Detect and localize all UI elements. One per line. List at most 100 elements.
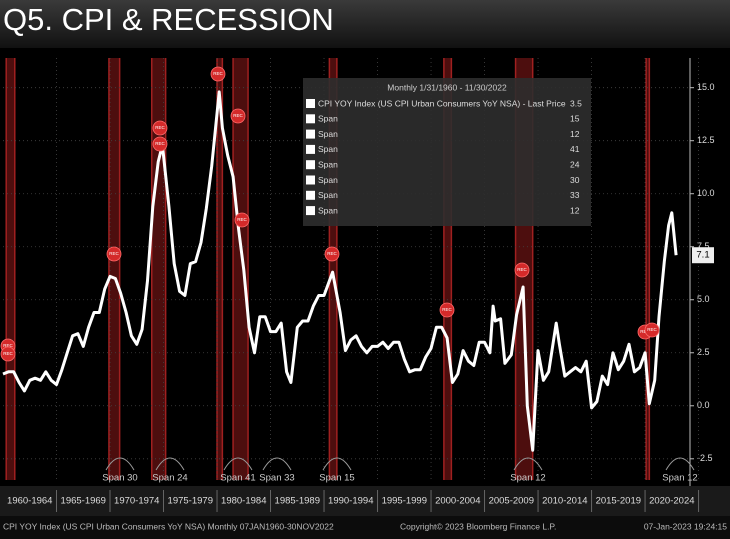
- rec-marker: REC: [439, 302, 455, 318]
- x-tick-label: 1990-1994: [328, 496, 373, 507]
- legend-swatch: [306, 99, 315, 108]
- footer-bar: [0, 516, 730, 539]
- recession-band: [646, 58, 650, 480]
- recession-band: [217, 58, 223, 480]
- x-tick-label: 1960-1964: [7, 496, 52, 507]
- title-bar: [0, 0, 730, 48]
- y-tick-label: 12.5: [697, 135, 715, 145]
- rec-marker-shape: [230, 108, 246, 124]
- rec-marker: REC: [644, 322, 660, 338]
- rec-marker-shape: [106, 246, 122, 262]
- rec-marker-label: REC: [647, 327, 657, 332]
- y-tick-label: 7.5: [697, 241, 710, 251]
- legend-name: Span: [318, 205, 338, 215]
- rec-marker-label: REC: [155, 141, 165, 146]
- y-tick-label: 5.0: [697, 294, 710, 304]
- span-label: Span 33: [259, 473, 294, 484]
- footer-right: 07-Jan-2023 19:24:15: [644, 521, 727, 531]
- span-arc: [322, 457, 352, 471]
- legend-name: CPI YOY Index (US CPI Urban Consumers Yo…: [318, 98, 566, 108]
- rec-marker: REC: [514, 262, 530, 278]
- legend-swatch: [306, 190, 315, 200]
- x-tick-label: 1965-1969: [61, 496, 106, 507]
- legend-swatch: [306, 144, 315, 154]
- last-value-label: 7.1: [696, 250, 709, 261]
- legend-swatch: [306, 114, 315, 124]
- span-label: Span 24: [152, 473, 187, 484]
- rec-marker: REC: [0, 346, 16, 362]
- legend-value: 24: [570, 159, 580, 169]
- recession-band: [233, 58, 249, 480]
- rec-marker-label: REC: [155, 125, 165, 130]
- span-label: Span 12: [662, 473, 697, 484]
- legend-swatch: [306, 160, 315, 170]
- x-tick-label: 1975-1979: [168, 496, 213, 507]
- legend-name: Span: [318, 144, 338, 154]
- x-axis-bar: [0, 486, 730, 516]
- rec-marker-label: REC: [237, 217, 247, 222]
- legend-value: 3.5: [570, 98, 582, 108]
- cpi-line: [2, 90, 678, 452]
- legend-value: 33: [570, 190, 580, 200]
- x-tick-label: 1970-1974: [114, 496, 159, 507]
- rec-marker-shape: [439, 302, 455, 318]
- rec-marker-shape: [0, 346, 16, 362]
- x-tick-label: 1995-1999: [382, 496, 427, 507]
- legend-value: 41: [570, 144, 580, 154]
- span-arc: [262, 457, 292, 471]
- last-value-box: [692, 247, 714, 264]
- span-label: Span 41: [220, 473, 255, 484]
- legend: Monthly 1/31/1960 - 11/30/2022 CPI YOY In…: [303, 78, 591, 226]
- span-arc: [223, 457, 253, 471]
- x-tick-label: 1980-1984: [221, 496, 266, 507]
- y-tick-label: -2.5: [697, 453, 713, 463]
- footer-left: CPI YOY Index (US CPI Urban Consumers Yo…: [3, 521, 334, 531]
- footer-center: Copyright© 2023 Bloomberg Finance L.P.: [400, 521, 556, 531]
- span-label: Span 12: [510, 473, 545, 484]
- span-label: Span 15: [319, 473, 354, 484]
- rec-marker-label: REC: [3, 343, 13, 348]
- span-arc: [513, 457, 543, 471]
- rec-marker-shape: [514, 262, 530, 278]
- recession-band: [6, 58, 15, 480]
- span-arc: [665, 457, 695, 471]
- rec-marker: REC: [152, 136, 168, 152]
- legend-name: Span: [318, 159, 338, 169]
- x-tick-label: 2000-2004: [435, 496, 480, 507]
- chart-title: Q5. CPI & RECESSION: [3, 2, 334, 37]
- y-tick-label: 10.0: [697, 188, 715, 198]
- span-label: Span 30: [102, 473, 137, 484]
- rec-marker-shape: [324, 246, 340, 262]
- rec-marker-label: REC: [109, 251, 119, 256]
- rec-marker: REC: [230, 108, 246, 124]
- rec-marker-label: REC: [517, 267, 527, 272]
- rec-marker-label: REC: [3, 351, 13, 356]
- recession-band: [108, 58, 120, 480]
- rec-marker: REC: [106, 246, 122, 262]
- rec-marker-shape: [152, 120, 168, 136]
- span-arc: [155, 457, 185, 471]
- legend-name: Span: [318, 129, 338, 139]
- legend-swatch: [306, 129, 315, 139]
- rec-marker-shape: [644, 322, 660, 338]
- legend-value: 12: [570, 129, 580, 139]
- rec-marker-shape: [152, 136, 168, 152]
- x-tick-label: 1985-1989: [275, 496, 320, 507]
- rec-marker: REC: [324, 246, 340, 262]
- y-tick-label: 15.0: [697, 82, 715, 92]
- legend-value: 15: [570, 114, 580, 124]
- legend-swatch: [306, 175, 315, 185]
- recession-band: [329, 58, 337, 480]
- x-tick-label: 2005-2009: [489, 496, 534, 507]
- x-tick-label: 2010-2014: [542, 496, 587, 507]
- legend-value: 30: [570, 175, 580, 185]
- rec-marker: REC: [234, 212, 250, 228]
- legend-name: Span: [318, 114, 338, 124]
- legend-name: Span: [318, 190, 338, 200]
- recession-band: [443, 58, 452, 480]
- rec-marker: REC: [210, 66, 226, 82]
- rec-marker-shape: [234, 212, 250, 228]
- y-tick-label: 2.5: [697, 347, 710, 357]
- legend-value: 12: [570, 205, 580, 215]
